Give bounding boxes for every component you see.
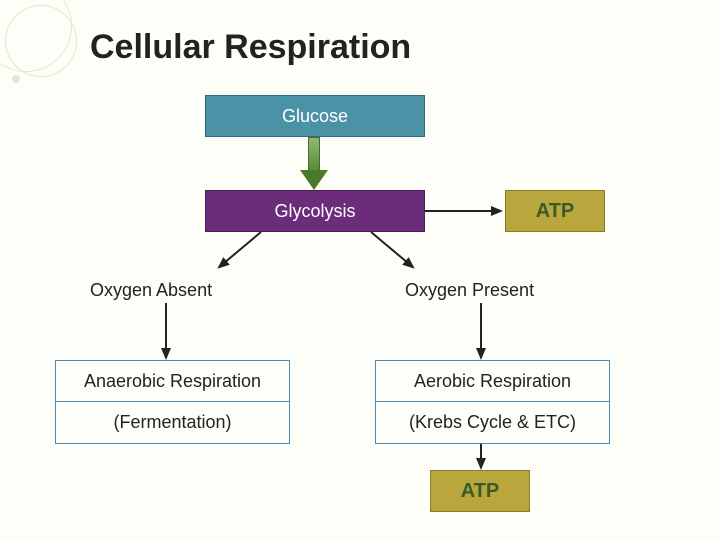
oxygen-absent-label: Oxygen Absent (90, 280, 212, 301)
arrow-glycolysis-to-atp (425, 210, 505, 212)
arrow-glucose-to-glycolysis (300, 137, 328, 189)
arrow-to-oxygen-present (370, 231, 413, 268)
anaerobic-node: Anaerobic Respiration (55, 360, 290, 402)
page-title: Cellular Respiration (90, 28, 411, 67)
decorative-dot (12, 75, 20, 83)
oxygen-present-label: Oxygen Present (405, 280, 534, 301)
arrow-to-atp2 (480, 444, 482, 468)
arrow-to-aerobic (480, 303, 482, 358)
fermentation-node: (Fermentation) (55, 402, 290, 444)
krebs-node: (Krebs Cycle & ETC) (375, 402, 610, 444)
glycolysis-node: Glycolysis (205, 190, 425, 232)
atp-node-1: ATP (505, 190, 605, 232)
aerobic-node: Aerobic Respiration (375, 360, 610, 402)
arrow-to-anaerobic (165, 303, 167, 358)
glucose-node: Glucose (205, 95, 425, 137)
atp-node-2: ATP (430, 470, 530, 512)
decorative-circles (0, 0, 100, 100)
arrow-to-oxygen-absent (218, 231, 261, 268)
